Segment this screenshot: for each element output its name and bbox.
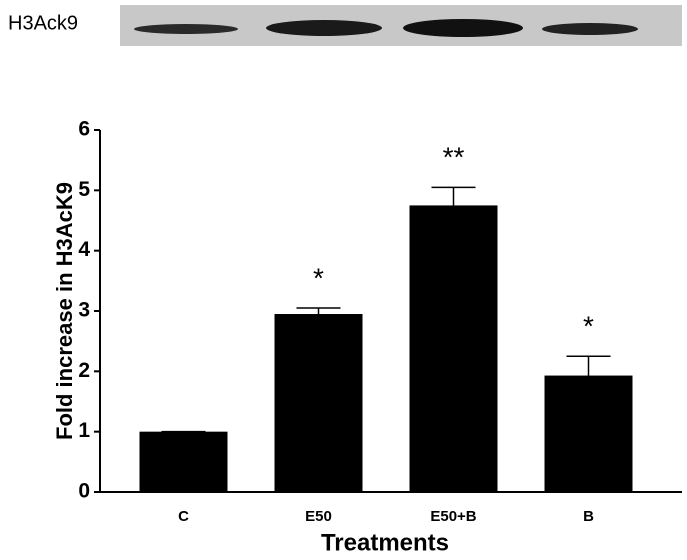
x-axis-label: Treatments xyxy=(321,529,449,556)
significance-marker: * xyxy=(313,262,324,293)
blot-label: H3Ack9 xyxy=(8,12,78,34)
blot-band xyxy=(266,20,382,36)
x-tick-label: B xyxy=(583,508,594,525)
y-tick-label: 5 xyxy=(78,178,90,201)
bar xyxy=(544,375,633,492)
y-tick-label: 1 xyxy=(78,419,90,442)
y-tick-label: 6 xyxy=(78,118,90,141)
x-tick-label: C xyxy=(178,508,189,525)
bar xyxy=(139,431,228,492)
bar xyxy=(274,314,363,492)
x-tick-label: E50 xyxy=(305,508,332,525)
y-tick-label: 4 xyxy=(78,238,90,261)
bar xyxy=(409,205,498,492)
western-blot xyxy=(120,5,682,46)
blot-band xyxy=(134,24,238,34)
y-tick-label: 0 xyxy=(78,480,90,503)
significance-marker: * xyxy=(583,311,594,342)
y-tick-label: 2 xyxy=(78,359,90,382)
y-axis-label: Fold increase in H3AcK9 xyxy=(52,182,77,440)
y-tick-label: 3 xyxy=(78,299,90,322)
blot-band xyxy=(403,19,523,37)
blot-band xyxy=(542,23,638,35)
significance-marker: ** xyxy=(443,142,465,173)
x-tick-label: E50+B xyxy=(430,508,476,525)
